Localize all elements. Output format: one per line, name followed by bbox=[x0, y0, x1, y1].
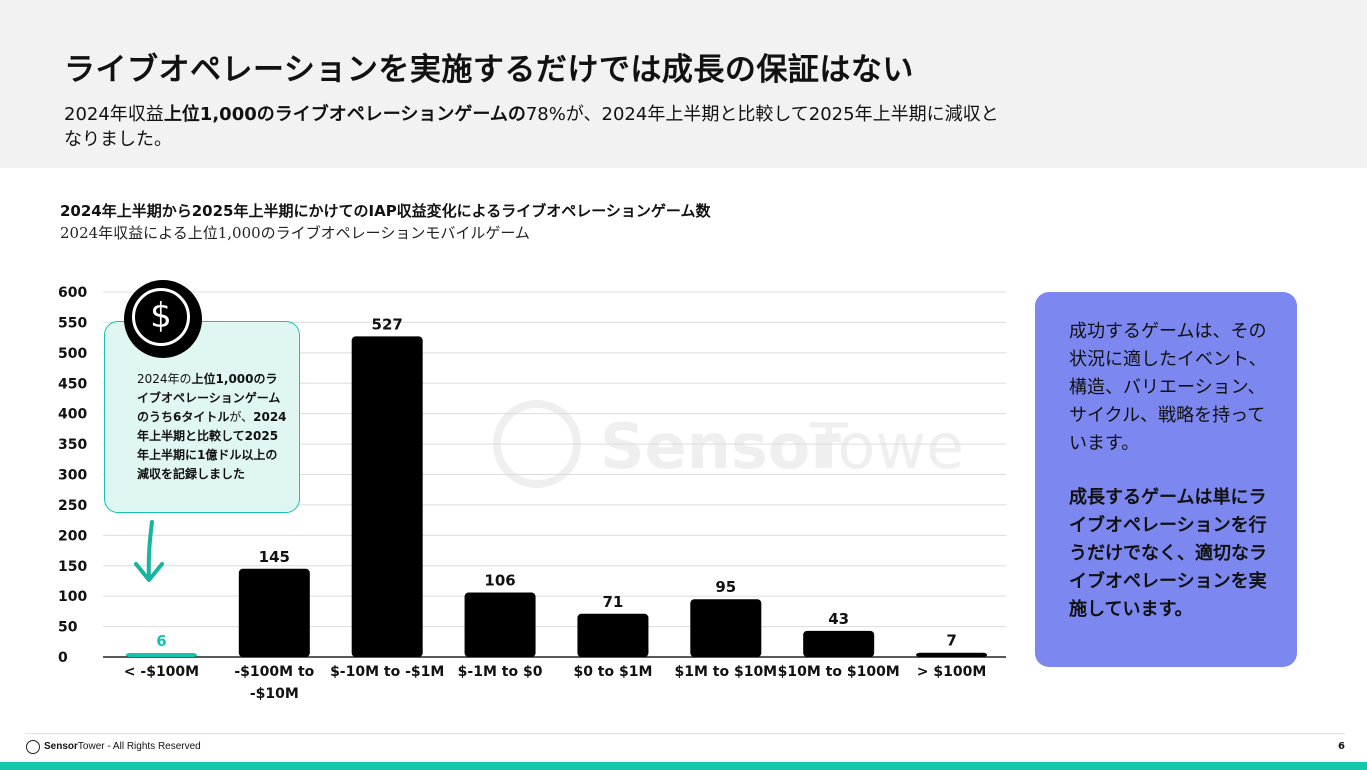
callout-text-3: が、 bbox=[229, 410, 254, 424]
bar bbox=[464, 592, 536, 657]
page-subtitle: 2024年収益上位1,000のライブオペレーションゲームの78%が、2024年上… bbox=[64, 102, 1004, 152]
y-tick-label: 300 bbox=[58, 468, 87, 484]
down-arrow-icon bbox=[134, 520, 164, 582]
subtitle-part1: 2024年収益 bbox=[64, 104, 164, 125]
chart-title: 2024年上半期から2025年上半期にかけてのIAP収益変化によるライブオペレー… bbox=[60, 202, 711, 220]
bar bbox=[916, 652, 988, 657]
callout-text-1: 2024年の bbox=[137, 372, 192, 386]
chart-subtitle: 2024年収益による上位1,000のライブオペレーションモバイルゲーム bbox=[60, 224, 530, 242]
subtitle-part2: 78%が、2024年上半期と比較して2025年上半期に減収となりました。 bbox=[64, 104, 999, 150]
bar bbox=[577, 613, 649, 657]
y-tick-label: 0 bbox=[58, 650, 68, 666]
x-tick-label: $-1M to $0 bbox=[458, 664, 543, 680]
insight-paragraph-1: 成功するゲームは、その状況に適したイベント、構造、バリエーション、サイクル、戦略… bbox=[1069, 321, 1267, 454]
watermark-text-1: Sensor bbox=[600, 410, 841, 483]
callout-box: 2024年の上位1,000のライブオペレーションゲームのうち6タイトルが、202… bbox=[104, 321, 300, 513]
x-tick-label: -$10M bbox=[250, 686, 299, 702]
bar bbox=[125, 653, 197, 657]
callout-text-4: 2024年上半期と比較して2025年上半期に1億ドル以上の減収を記録しました bbox=[137, 410, 287, 481]
data-label: 43 bbox=[828, 610, 849, 628]
watermark: Sensor Tower bbox=[493, 400, 962, 488]
y-tick-label: 600 bbox=[58, 285, 87, 301]
sensor-tower-logo-icon bbox=[26, 740, 40, 754]
data-label: 145 bbox=[259, 548, 290, 566]
footer-rights: - All Rights Reserved bbox=[104, 741, 201, 752]
y-tick-label: 400 bbox=[58, 407, 87, 423]
y-tick-label: 350 bbox=[58, 437, 87, 453]
insight-box: 成功するゲームは、その状況に適したイベント、構造、バリエーション、サイクル、戦略… bbox=[1035, 292, 1297, 667]
y-tick-label: 250 bbox=[58, 498, 87, 514]
x-tick-label: $0 to $1M bbox=[573, 664, 652, 680]
y-tick-label: 200 bbox=[58, 528, 87, 544]
page-number: 6 bbox=[1338, 741, 1345, 752]
footer-brand-1: Sensor bbox=[44, 741, 78, 752]
page-title: ライブオペレーションを実施するだけでは成長の保証はない bbox=[64, 52, 914, 88]
y-tick-label: 550 bbox=[58, 315, 87, 331]
footer-divider bbox=[25, 733, 1345, 734]
header-band bbox=[0, 0, 1367, 168]
subtitle-bold: 上位1,000のライブオペレーションゲームの bbox=[163, 104, 526, 125]
x-tick-label: $1M to $10M bbox=[674, 664, 777, 680]
footer-copyright: SensorTower - All Rights Reserved bbox=[44, 741, 201, 752]
bar-chart: 0 50 100 150 200 250 300 350 400 450 500 550 600 6 < -… bbox=[58, 285, 1006, 702]
data-label: 71 bbox=[603, 593, 624, 611]
x-tick-label: < -$100M bbox=[124, 664, 199, 680]
y-tick-label: 450 bbox=[58, 376, 87, 392]
data-label: 106 bbox=[484, 572, 515, 590]
bar bbox=[690, 599, 762, 657]
x-tick-label: > $100M bbox=[917, 664, 987, 680]
watermark-text-2: Tower bbox=[809, 410, 962, 483]
x-tick-label: -$100M to bbox=[234, 664, 314, 680]
dollar-symbol: $ bbox=[132, 288, 190, 346]
y-tick-label: 150 bbox=[58, 559, 87, 575]
x-tick-label: $-10M to -$1M bbox=[330, 664, 444, 680]
dollar-coin-icon: $ bbox=[124, 280, 202, 358]
insight-paragraph-2: 成長するゲームは単にライブオペレーションを行うだけでなく、適切なライブオペレーシ… bbox=[1069, 487, 1267, 620]
bar bbox=[238, 568, 310, 657]
callout-text: 2024年の上位1,000のライブオペレーションゲームのうち6タイトルが、202… bbox=[137, 370, 289, 484]
y-tick-label: 100 bbox=[58, 589, 87, 605]
bar bbox=[351, 336, 423, 657]
y-tick-label: 500 bbox=[58, 346, 87, 362]
data-label: 6 bbox=[156, 632, 166, 650]
data-label: 95 bbox=[715, 578, 736, 596]
data-label: 7 bbox=[946, 632, 956, 650]
callout-text-2: 上位1,000のライブオペレーションゲームのうち6タイトル bbox=[137, 372, 281, 424]
bar bbox=[803, 630, 875, 657]
x-tick-label: $10M to $100M bbox=[778, 664, 900, 680]
y-tick-label: 50 bbox=[58, 620, 78, 636]
footer-brand-2: Tower bbox=[77, 741, 105, 752]
bottom-accent-bar bbox=[0, 762, 1367, 770]
data-label: 527 bbox=[372, 315, 403, 333]
